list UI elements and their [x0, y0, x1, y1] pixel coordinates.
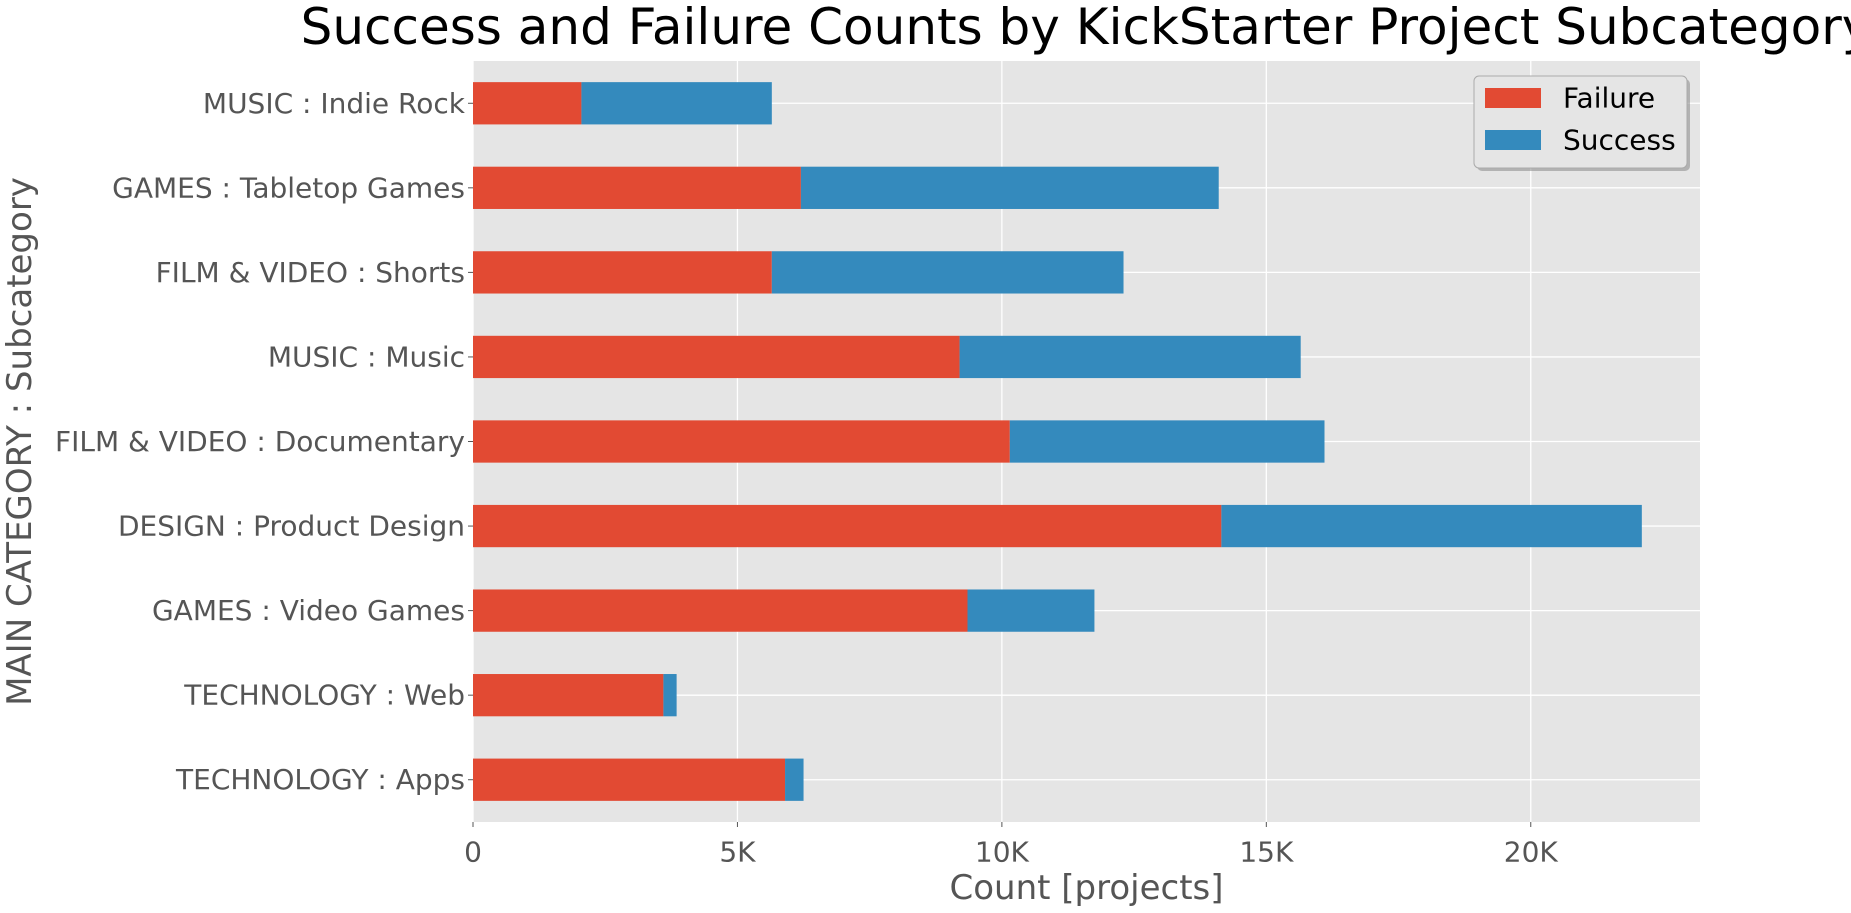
- bar-success-4: [1009, 420, 1325, 463]
- y-tick-label: FILM & VIDEO : Shorts: [156, 256, 465, 289]
- bars: [473, 82, 1642, 801]
- y-tick-label: TECHNOLOGY : Web: [183, 679, 465, 712]
- y-tick-label: DESIGN : Product Design: [118, 510, 465, 543]
- bar-failure-4: [473, 420, 1010, 463]
- y-tick-label: MUSIC : Music: [268, 340, 465, 373]
- y-tick-label: TECHNOLOGY : Apps: [175, 763, 465, 796]
- bar-failure-3: [473, 335, 960, 379]
- legend-label-success: Success: [1563, 124, 1676, 157]
- x-axis-label: Count [projects]: [949, 868, 1223, 908]
- x-tick-label: 0: [464, 836, 482, 869]
- bar-failure-6: [473, 589, 968, 632]
- x-tick-label: 20K: [1504, 836, 1559, 869]
- bar-success-8: [785, 758, 804, 801]
- bar-success-1: [800, 166, 1219, 209]
- bar-success-3: [959, 335, 1301, 379]
- y-tick-label: FILM & VIDEO : Documentary: [55, 425, 465, 458]
- y-tick-labels: MUSIC : Indie Rock GAMES : Tabletop Games…: [55, 87, 473, 796]
- legend-swatch-failure: [1485, 88, 1541, 108]
- bar-success-2: [771, 251, 1124, 294]
- y-axis-label: MAIN CATEGORY : Subcategory: [0, 177, 40, 706]
- bar-failure-1: [473, 166, 801, 209]
- y-tick-label: GAMES : Tabletop Games: [112, 171, 465, 204]
- x-tick-labels: 0 5K 10K 15K 20K: [464, 822, 1558, 869]
- bar-failure-7: [473, 674, 664, 717]
- bar-failure-2: [473, 251, 772, 294]
- legend-label-failure: Failure: [1563, 82, 1655, 115]
- y-tick-label: GAMES : Video Games: [152, 594, 465, 627]
- bar-failure-5: [473, 504, 1222, 548]
- bar-success-6: [967, 589, 1095, 632]
- bar-failure-8: [473, 758, 786, 801]
- legend-swatch-success: [1485, 130, 1541, 150]
- bar-success-5: [1221, 504, 1642, 548]
- chart-title: Success and Failure Counts by KickStarte…: [301, 0, 1851, 56]
- bar-success-0: [581, 82, 772, 125]
- legend: Failure Success: [1473, 75, 1690, 171]
- x-tick-label: 15K: [1239, 836, 1294, 869]
- x-tick-label: 5K: [719, 836, 756, 869]
- y-tick-label: MUSIC : Indie Rock: [203, 87, 466, 120]
- bar-failure-0: [473, 82, 582, 125]
- x-tick-label: 10K: [975, 836, 1030, 869]
- bar-success-7: [663, 674, 677, 717]
